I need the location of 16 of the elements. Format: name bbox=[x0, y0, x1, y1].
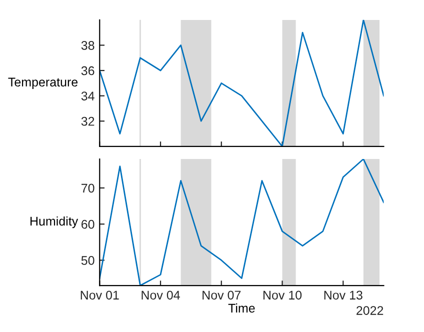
y-tick-label: 34 bbox=[81, 92, 94, 100]
y-tick-label: 50 bbox=[81, 256, 94, 265]
y-tick-label: 70 bbox=[82, 184, 94, 193]
x-tick-label: Nov 13 bbox=[324, 290, 362, 300]
x-tick-label: Nov 01 bbox=[80, 290, 119, 300]
x-tick-label: Nov 10 bbox=[263, 290, 302, 300]
y-tick-label: 32 bbox=[81, 116, 94, 126]
y-axis-title: Temperature bbox=[8, 78, 78, 89]
y-tick-label: 60 bbox=[82, 220, 94, 229]
text: 2022 bbox=[356, 306, 384, 315]
y-axis-title: Humidity bbox=[30, 216, 78, 228]
x-tick-label: Nov 04 bbox=[142, 290, 180, 300]
y-tick-label: 36 bbox=[81, 66, 94, 76]
x-tick-label: Nov 07 bbox=[202, 290, 241, 300]
y-tick-label: 38 bbox=[81, 41, 94, 50]
x-axis-title: Time bbox=[228, 303, 255, 313]
